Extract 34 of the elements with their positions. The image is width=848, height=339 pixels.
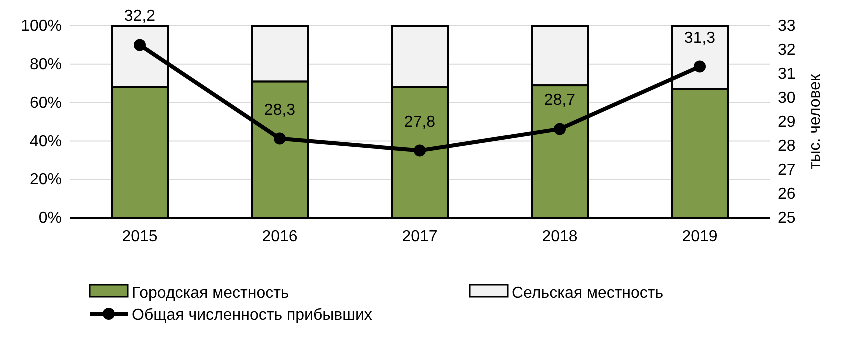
data-label: 31,3 — [684, 30, 716, 47]
y-tick-label: 0% — [38, 210, 62, 228]
data-label: 32,2 — [124, 8, 156, 26]
y-tick-label: 80% — [30, 56, 62, 74]
point — [274, 132, 286, 145]
y2-tick-label: 26 — [778, 186, 796, 204]
legend-label: Общая численность прибывших — [132, 307, 372, 324]
x-tick-label: 2018 — [542, 228, 578, 246]
point — [134, 39, 146, 52]
y-tick-label: 20% — [30, 172, 62, 189]
y-tick-label: 40% — [30, 133, 62, 150]
y2-tick-label: 30 — [778, 90, 796, 108]
y2-tick-label: 25 — [778, 210, 796, 228]
y2-tick-label: 32 — [778, 42, 796, 60]
y2-tick-label: 31 — [778, 66, 796, 84]
point — [414, 144, 426, 157]
y2-tick-label: 27 — [778, 162, 796, 180]
data-label: 28,7 — [544, 92, 576, 110]
y2-tick-label: 33 — [778, 18, 796, 36]
legend-label: Городская местность — [132, 285, 290, 302]
legend-label: Сельская местность — [512, 285, 664, 302]
y2-tick-label: 28 — [778, 138, 796, 156]
point — [554, 123, 566, 136]
y2-axis-title: тыс. человек — [807, 73, 824, 170]
point — [694, 60, 706, 73]
x-tick-label: 2017 — [402, 228, 438, 246]
data-label: 28,3 — [264, 102, 296, 119]
x-tick-label: 2015 — [122, 228, 158, 246]
y-tick-label: 60% — [30, 94, 62, 112]
data-label: 27,8 — [404, 114, 436, 131]
y2-tick-label: 29 — [778, 114, 796, 132]
y-tick-label: 100% — [21, 18, 62, 36]
x-tick-label: 2016 — [262, 228, 298, 246]
x-tick-label: 2019 — [682, 228, 718, 246]
